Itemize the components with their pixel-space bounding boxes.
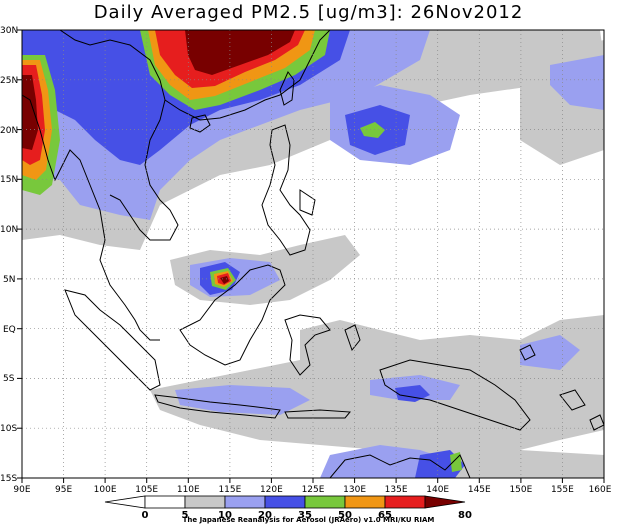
coastlines [22, 30, 604, 478]
lon-labels: 90E 95E 100E 105E 110E 115E 120E 125E 13… [13, 485, 611, 495]
colorbar-label: 20 [258, 510, 272, 521]
colorbar-cell [304, 495, 346, 509]
lon-label: 145E [468, 485, 491, 495]
lon-label: 110E [177, 485, 200, 495]
map-title: Daily Averaged PM2.5 [ug/m3]: 26Nov2012 [93, 2, 524, 23]
lon-label: 125E [302, 485, 325, 495]
lon-label: 150E [509, 485, 532, 495]
gridlines [22, 30, 604, 478]
colorbar-label: 35 [298, 510, 312, 521]
lat-label: 20N [0, 126, 18, 136]
lon-label: 160E [589, 485, 612, 495]
pm25-field [22, 30, 604, 478]
colorbar-cell [224, 495, 266, 509]
lon-label: 95E [55, 485, 72, 495]
lon-label: 90E [13, 485, 30, 495]
lat-label: 5S [3, 374, 15, 384]
lon-label: 120E [260, 485, 283, 495]
colorbar-label: 10 [218, 510, 232, 521]
lat-label: 15S [0, 474, 17, 484]
lon-label: 115E [218, 485, 241, 495]
lon-label: 100E [94, 485, 117, 495]
colorbar-cell [184, 495, 226, 509]
colorbar [104, 495, 466, 509]
colorbar-cell [344, 495, 386, 509]
lat-label: 10S [0, 424, 17, 434]
tick-marks [17, 29, 605, 483]
level-above-80-areas [22, 30, 295, 284]
lat-labels: 30N 25N 20N 15N 10N 5N EQ 5S 10S 15S [0, 26, 18, 484]
colorbar-label: 65 [378, 510, 392, 521]
lat-label: 5N [3, 275, 15, 285]
colorbar-cell [424, 495, 466, 509]
lon-label: 140E [426, 485, 449, 495]
colorbar-cell [384, 495, 426, 509]
lat-label: 25N [0, 76, 18, 86]
colorbar-cell [144, 495, 186, 509]
lon-label: 155E [551, 485, 574, 495]
colorbar-labels: 0 5 10 20 35 50 65 80 [142, 510, 472, 521]
lat-label: EQ [3, 325, 16, 335]
credit-line: The Japanese Reanalysis for Aerosol (JRA… [182, 516, 435, 524]
lat-label: 30N [0, 26, 18, 36]
colorbar-cell [264, 495, 306, 509]
colorbar-label: 0 [142, 510, 149, 521]
lat-label: 15N [0, 175, 18, 185]
lon-label: 130E [343, 485, 366, 495]
colorbar-cell [104, 495, 146, 509]
colorbar-label: 80 [458, 510, 472, 521]
lon-label: 135E [385, 485, 408, 495]
colorbar-label: 5 [182, 510, 189, 521]
lat-label: 10N [0, 225, 18, 235]
lon-label: 105E [135, 485, 158, 495]
colorbar-label: 50 [338, 510, 352, 521]
